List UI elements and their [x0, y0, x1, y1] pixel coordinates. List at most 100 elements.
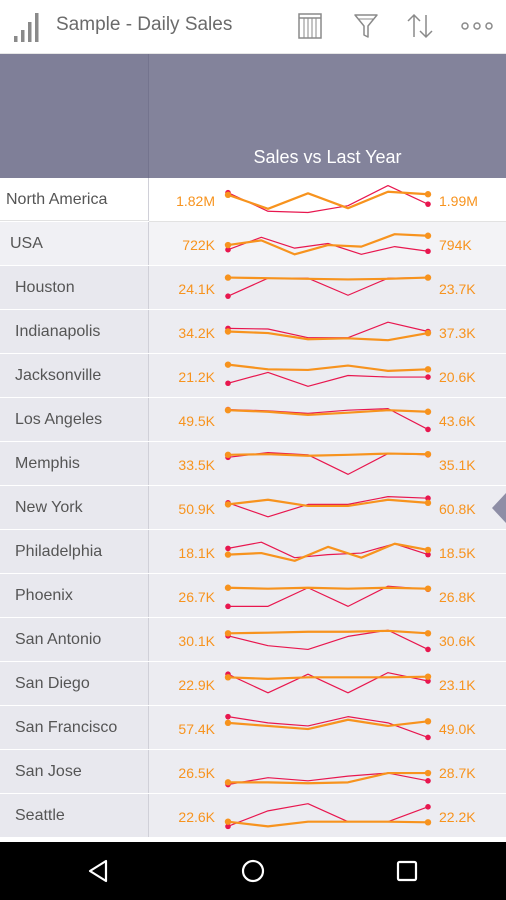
- table-row[interactable]: North America 1.82M 1.99M: [0, 178, 506, 222]
- row-label[interactable]: Houston: [0, 266, 148, 309]
- table-row[interactable]: Houston 24.1K 23.7K: [0, 266, 506, 310]
- last-year-value: 26.8K: [439, 589, 476, 605]
- column-divider: [148, 486, 149, 529]
- sparkline: [224, 629, 432, 653]
- table-row[interactable]: Los Angeles 49.5K 43.6K: [0, 398, 506, 442]
- table-row[interactable]: USA 722K 794K: [0, 222, 506, 266]
- last-year-line: [227, 803, 429, 827]
- last-year-value: 49.0K: [439, 721, 476, 737]
- column-divider: [148, 618, 149, 661]
- sparkline-cell[interactable]: 34.2K 37.3K: [149, 310, 506, 353]
- sparkline-cell[interactable]: 49.5K 43.6K: [149, 398, 506, 441]
- row-label[interactable]: San Francisco: [0, 706, 148, 749]
- current-line: [227, 409, 429, 416]
- row-label[interactable]: Indianapolis: [0, 310, 148, 353]
- sparkline-cell[interactable]: 22.9K 23.1K: [149, 662, 506, 705]
- table-row[interactable]: San Jose 26.5K 28.7K: [0, 750, 506, 794]
- row-header-corner: [0, 54, 148, 178]
- sparkline-cell[interactable]: 21.2K 20.6K: [149, 354, 506, 397]
- recents-icon[interactable]: [392, 856, 422, 886]
- sparkline-cell[interactable]: 57.4K 49.0K: [149, 706, 506, 749]
- current-line-end-point: [424, 499, 432, 507]
- chart-bars-icon: [14, 13, 39, 42]
- table-icon[interactable]: [294, 10, 326, 42]
- last-year-value: 23.1K: [439, 677, 476, 693]
- column-divider: [148, 354, 149, 397]
- last-year-line-end-point: [425, 495, 431, 501]
- sparkline-cell[interactable]: 30.1K 30.6K: [149, 618, 506, 661]
- header-divider: [148, 54, 149, 178]
- table-row[interactable]: Seattle 22.6K 22.2K: [0, 794, 506, 838]
- table-row[interactable]: San Antonio 30.1K 30.6K: [0, 618, 506, 662]
- scroll-handle[interactable]: [492, 493, 506, 523]
- sparkline-cell[interactable]: 50.9K 60.8K: [149, 486, 506, 529]
- row-label[interactable]: San Antonio: [0, 618, 148, 661]
- last-year-line-end-point: [425, 678, 431, 684]
- last-year-line: [227, 371, 428, 387]
- back-icon[interactable]: [84, 856, 114, 886]
- current-line-start-point: [224, 451, 232, 459]
- sparkline-cell[interactable]: 722K 794K: [149, 222, 506, 265]
- column-divider: [148, 530, 149, 573]
- table-row[interactable]: San Diego 22.9K 23.1K: [0, 662, 506, 706]
- app-bar: Sample - Daily Sales: [0, 0, 506, 54]
- sort-icon[interactable]: [404, 10, 436, 42]
- column-divider: [148, 574, 149, 617]
- column-divider: [148, 794, 149, 837]
- sparkline-cell[interactable]: 26.5K 28.7K: [149, 750, 506, 793]
- row-label[interactable]: Jacksonville: [0, 354, 148, 397]
- last-year-line: [228, 585, 429, 607]
- current-line: [227, 718, 429, 731]
- current-line: [227, 190, 429, 210]
- sparkline-cell[interactable]: 33.5K 35.1K: [149, 442, 506, 485]
- table-row[interactable]: New York 50.9K 60.8K: [0, 486, 506, 530]
- last-year-value: 20.6K: [439, 369, 476, 385]
- table-row[interactable]: Jacksonville 21.2K 20.6K: [0, 354, 506, 398]
- row-label[interactable]: Seattle: [0, 794, 148, 837]
- current-value: 26.5K: [178, 765, 215, 781]
- sparkline-cell[interactable]: 26.7K 26.8K: [149, 574, 506, 617]
- sparkline-cell[interactable]: 24.1K 23.7K: [149, 266, 506, 309]
- sparkline: [224, 361, 432, 387]
- row-label[interactable]: New York: [0, 486, 148, 529]
- current-line-end-point: [424, 408, 432, 415]
- table-row[interactable]: Indianapolis 34.2K 37.3K: [0, 310, 506, 354]
- column-header[interactable]: Sales vs Last Year: [149, 54, 506, 178]
- row-label[interactable]: San Diego: [0, 662, 148, 705]
- last-year-line: [227, 672, 429, 694]
- current-line-end-point: [424, 366, 432, 373]
- last-year-value: 35.1K: [439, 457, 476, 473]
- column-divider: [148, 222, 149, 265]
- row-label[interactable]: Memphis: [0, 442, 148, 485]
- current-line: [227, 629, 429, 635]
- row-label[interactable]: Phoenix: [0, 574, 148, 617]
- table-row[interactable]: Phoenix 26.7K 26.8K: [0, 574, 506, 618]
- filter-icon[interactable]: [350, 10, 382, 42]
- row-label[interactable]: Philadelphia: [0, 530, 148, 573]
- last-year-value: 43.6K: [439, 413, 476, 429]
- current-line-start-point: [224, 779, 232, 786]
- last-year-value: 22.2K: [439, 809, 476, 825]
- more-icon[interactable]: [460, 10, 494, 42]
- row-label[interactable]: Los Angeles: [0, 398, 148, 441]
- sparkline: [224, 495, 432, 518]
- sparkline-cell[interactable]: 1.82M 1.99M: [149, 178, 506, 222]
- row-label[interactable]: USA: [0, 222, 148, 265]
- current-line-start-point: [224, 241, 232, 249]
- table-row[interactable]: Philadelphia 18.1K 18.5K: [0, 530, 506, 574]
- sparkline: [224, 232, 432, 256]
- home-icon[interactable]: [238, 856, 268, 886]
- row-label[interactable]: North America: [0, 178, 148, 221]
- last-year-line: [227, 321, 429, 339]
- sparkline-cell[interactable]: 22.6K 22.2K: [149, 794, 506, 837]
- table-row[interactable]: Memphis 33.5K 35.1K: [0, 442, 506, 486]
- current-value: 21.2K: [178, 369, 215, 385]
- last-year-line-end-point: [425, 646, 431, 653]
- table-row[interactable]: San Francisco 57.4K 49.0K: [0, 706, 506, 750]
- current-line-end-point: [424, 546, 432, 554]
- current-line: [227, 363, 429, 372]
- row-label[interactable]: San Jose: [0, 750, 148, 793]
- sparkline-cell[interactable]: 18.1K 18.5K: [149, 530, 506, 573]
- current-value: 49.5K: [178, 413, 215, 429]
- last-year-value: 18.5K: [439, 545, 476, 561]
